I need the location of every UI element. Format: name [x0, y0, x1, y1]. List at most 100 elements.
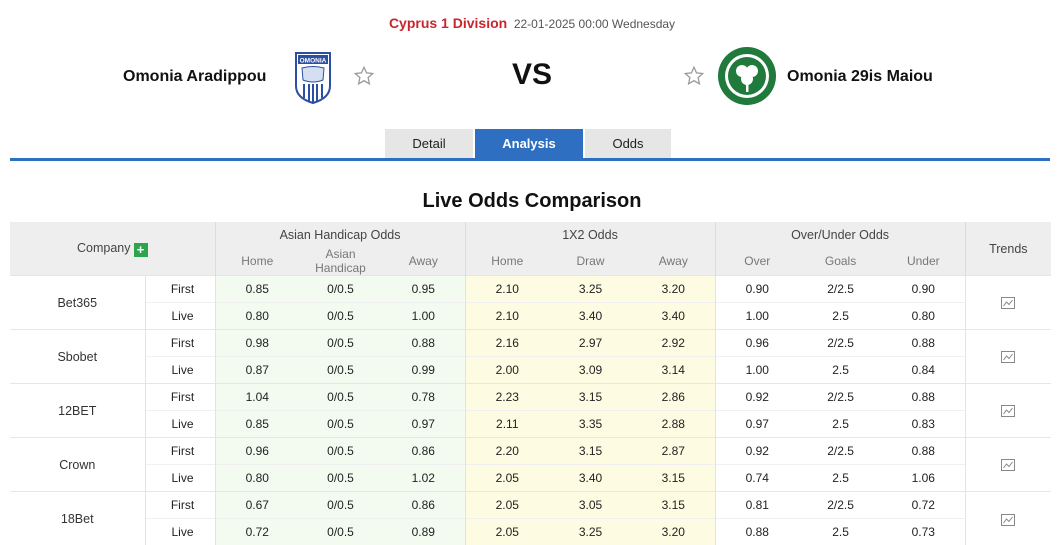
favorite-away-star-icon[interactable]: [683, 65, 705, 87]
trend-chart-icon[interactable]: [1001, 351, 1016, 364]
odds-cell-ou[interactable]: 0.83: [882, 410, 966, 438]
odds-cell-ou[interactable]: 0.72: [882, 491, 966, 519]
trend-chart-icon[interactable]: [1001, 459, 1016, 472]
odds-cell-ou[interactable]: 0.90: [882, 275, 966, 303]
odds-cell-ah[interactable]: 0/0.5: [299, 491, 382, 519]
odds-cell-x12[interactable]: 2.05: [464, 491, 550, 519]
odds-cell-x12[interactable]: 3.15: [632, 464, 716, 492]
odds-cell-ou[interactable]: 2/2.5: [799, 491, 883, 519]
trend-cell[interactable]: [964, 329, 1052, 384]
home-team-name[interactable]: Omonia Aradippou: [123, 68, 267, 85]
odds-cell-ou[interactable]: 1.00: [714, 356, 800, 384]
odds-cell-x12[interactable]: 3.20: [632, 275, 716, 303]
odds-cell-x12[interactable]: 2.11: [464, 410, 550, 438]
odds-cell-ah[interactable]: 0.86: [382, 491, 466, 519]
odds-cell-ah[interactable]: 0/0.5: [299, 437, 382, 465]
odds-cell-ou[interactable]: 2/2.5: [799, 437, 883, 465]
odds-cell-ah[interactable]: 1.02: [382, 464, 466, 492]
tab-analysis[interactable]: Analysis: [475, 129, 585, 159]
trend-cell[interactable]: [964, 437, 1052, 492]
odds-cell-ou[interactable]: 0.88: [714, 518, 800, 545]
odds-cell-ou[interactable]: 2/2.5: [799, 383, 883, 411]
odds-cell-ou[interactable]: 0.73: [882, 518, 966, 545]
odds-cell-x12[interactable]: 3.15: [632, 491, 716, 519]
odds-cell-x12[interactable]: 3.40: [549, 464, 633, 492]
odds-cell-ah[interactable]: 0.89: [382, 518, 466, 545]
odds-cell-x12[interactable]: 2.87: [632, 437, 716, 465]
trend-cell[interactable]: [964, 383, 1052, 438]
odds-cell-ah[interactable]: 0.67: [214, 491, 299, 519]
odds-cell-ou[interactable]: 1.06: [882, 464, 966, 492]
trend-cell[interactable]: [964, 491, 1052, 545]
odds-cell-x12[interactable]: 2.23: [464, 383, 550, 411]
odds-cell-ah[interactable]: 0.87: [214, 356, 299, 384]
odds-cell-ah[interactable]: 0.98: [214, 329, 299, 357]
trend-chart-icon[interactable]: [1001, 405, 1016, 418]
odds-cell-x12[interactable]: 3.40: [549, 302, 633, 330]
odds-cell-ou[interactable]: 0.88: [882, 437, 966, 465]
tab-detail[interactable]: Detail: [385, 129, 475, 159]
odds-cell-ou[interactable]: 0.74: [714, 464, 800, 492]
odds-cell-ah[interactable]: 0.96: [214, 437, 299, 465]
company-name[interactable]: 12BET: [10, 383, 146, 438]
odds-cell-ah[interactable]: 0/0.5: [299, 410, 382, 438]
odds-cell-ou[interactable]: 2.5: [799, 410, 883, 438]
odds-cell-ah[interactable]: 1.00: [382, 302, 466, 330]
odds-cell-ou[interactable]: 2/2.5: [799, 329, 883, 357]
odds-cell-x12[interactable]: 2.88: [632, 410, 716, 438]
odds-cell-x12[interactable]: 3.25: [549, 275, 633, 303]
odds-cell-ou[interactable]: 0.96: [714, 329, 800, 357]
company-name[interactable]: 18Bet: [10, 491, 146, 545]
odds-cell-x12[interactable]: 2.05: [464, 464, 550, 492]
odds-cell-ah[interactable]: 0.80: [214, 302, 299, 330]
odds-cell-x12[interactable]: 2.05: [464, 518, 550, 545]
odds-cell-x12[interactable]: 2.20: [464, 437, 550, 465]
odds-cell-ah[interactable]: 0/0.5: [299, 275, 382, 303]
odds-cell-ah[interactable]: 0/0.5: [299, 518, 382, 545]
odds-cell-ou[interactable]: 2/2.5: [799, 275, 883, 303]
odds-cell-ou[interactable]: 2.5: [799, 356, 883, 384]
odds-cell-ah[interactable]: 0.86: [382, 437, 466, 465]
odds-cell-ou[interactable]: 0.88: [882, 329, 966, 357]
odds-cell-x12[interactable]: 3.20: [632, 518, 716, 545]
odds-cell-ou[interactable]: 0.81: [714, 491, 800, 519]
odds-cell-ou[interactable]: 0.92: [714, 437, 800, 465]
odds-cell-x12[interactable]: 2.10: [464, 302, 550, 330]
company-name[interactable]: Sbobet: [10, 329, 146, 384]
odds-cell-ah[interactable]: 0/0.5: [299, 302, 382, 330]
add-company-plus-icon[interactable]: +: [133, 242, 148, 257]
odds-cell-x12[interactable]: 3.15: [549, 437, 633, 465]
odds-cell-ah[interactable]: 0.78: [382, 383, 466, 411]
odds-cell-x12[interactable]: 2.00: [464, 356, 550, 384]
odds-cell-x12[interactable]: 3.35: [549, 410, 633, 438]
odds-cell-ah[interactable]: 0.85: [214, 275, 299, 303]
company-name[interactable]: Bet365: [10, 275, 146, 330]
odds-cell-ah[interactable]: 0/0.5: [299, 383, 382, 411]
odds-cell-ah[interactable]: 0.99: [382, 356, 466, 384]
company-name[interactable]: Crown: [10, 437, 146, 492]
odds-cell-ou[interactable]: 0.88: [882, 383, 966, 411]
odds-cell-ah[interactable]: 0.80: [214, 464, 299, 492]
odds-cell-ah[interactable]: 0.85: [214, 410, 299, 438]
odds-cell-x12[interactable]: 2.16: [464, 329, 550, 357]
tab-odds[interactable]: Odds: [585, 129, 673, 159]
trend-chart-icon[interactable]: [1001, 297, 1016, 310]
odds-cell-ah[interactable]: 1.04: [214, 383, 299, 411]
odds-cell-ou[interactable]: 0.90: [714, 275, 800, 303]
trend-cell[interactable]: [964, 275, 1052, 330]
odds-cell-ou[interactable]: 1.00: [714, 302, 800, 330]
odds-cell-ou[interactable]: 2.5: [799, 464, 883, 492]
odds-cell-ah[interactable]: 0/0.5: [299, 464, 382, 492]
odds-cell-x12[interactable]: 2.86: [632, 383, 716, 411]
odds-cell-ou[interactable]: 2.5: [799, 302, 883, 330]
odds-cell-ah[interactable]: 0.88: [382, 329, 466, 357]
odds-cell-ou[interactable]: 0.92: [714, 383, 800, 411]
odds-cell-ah[interactable]: 0/0.5: [299, 356, 382, 384]
odds-cell-ah[interactable]: 0.95: [382, 275, 466, 303]
odds-cell-x12[interactable]: 2.92: [632, 329, 716, 357]
odds-cell-ah[interactable]: 0/0.5: [299, 329, 382, 357]
odds-cell-ou[interactable]: 0.97: [714, 410, 800, 438]
odds-cell-x12[interactable]: 2.10: [464, 275, 550, 303]
odds-cell-ou[interactable]: 2.5: [799, 518, 883, 545]
odds-cell-x12[interactable]: 2.97: [549, 329, 633, 357]
